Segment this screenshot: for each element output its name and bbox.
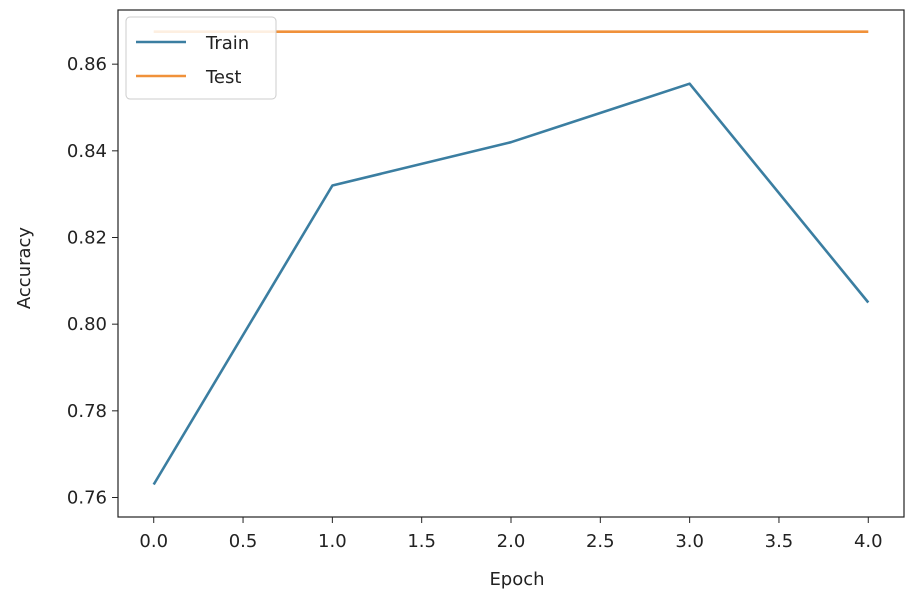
y-tick-label: 0.76 bbox=[67, 488, 107, 509]
legend-box bbox=[125, 16, 277, 100]
x-tick-label: 0.0 bbox=[139, 531, 168, 552]
x-tick-label: 4.0 bbox=[854, 531, 883, 552]
legend: Train Test bbox=[125, 16, 277, 100]
legend-label-test: Test bbox=[205, 67, 241, 88]
x-tick-label: 3.0 bbox=[675, 531, 704, 552]
y-tick-label: 0.78 bbox=[67, 401, 107, 422]
x-axis-title: Epoch bbox=[489, 569, 544, 590]
y-tick-label: 0.82 bbox=[67, 228, 107, 249]
x-tick-label: 2.5 bbox=[586, 531, 615, 552]
x-tick-label: 1.5 bbox=[407, 531, 436, 552]
x-tick-label: 1.0 bbox=[318, 531, 347, 552]
x-tick-label: 3.5 bbox=[765, 531, 794, 552]
x-tick-label: 2.0 bbox=[497, 531, 526, 552]
y-axis-title: Accuracy bbox=[14, 227, 35, 310]
ticks-layer: 0.0 0.5 1.0 1.5 2.0 2.5 3.0 3.5 4.0 0.76 0.78 0.80 0… bbox=[67, 54, 883, 552]
y-tick-label: 0.80 bbox=[67, 314, 107, 335]
legend-label-train: Train bbox=[205, 33, 249, 54]
series-layer bbox=[152, 30, 870, 486]
x-tick-label: 0.5 bbox=[229, 531, 258, 552]
y-tick-label: 0.86 bbox=[67, 54, 107, 75]
y-tick-label: 0.84 bbox=[67, 141, 107, 162]
series-line-train bbox=[152, 82, 870, 486]
